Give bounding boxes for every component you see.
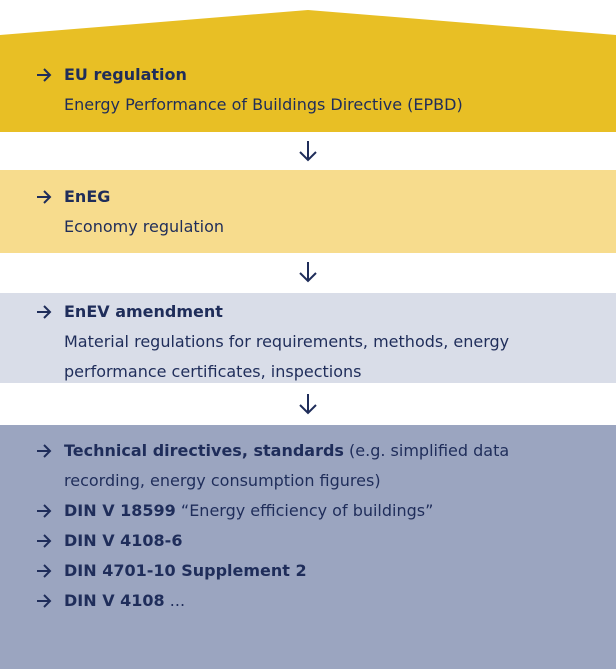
box-text: Economy regulation xyxy=(64,217,225,236)
item-rest: “Energy efficiency of buildings” xyxy=(175,501,434,520)
arrow-icon xyxy=(37,444,52,458)
arrow-icon xyxy=(37,68,52,82)
arrow-down xyxy=(299,141,317,162)
box-enev: EnEV amendment Material regulations for r… xyxy=(0,293,616,383)
box-title: EnEG xyxy=(64,187,111,206)
item-bold: Technical directives, standards xyxy=(64,441,344,460)
list-item: DIN V 4108 ... xyxy=(37,586,586,616)
title-row: EU regulation xyxy=(37,60,586,90)
item-bold: DIN V 4108 xyxy=(64,591,165,610)
list-item: DIN 4701-10 Supplement 2 xyxy=(37,556,586,586)
item-rest: (e.g. simplified data recording, energy … xyxy=(64,441,510,490)
arrow-icon xyxy=(37,504,52,518)
arrow-icon xyxy=(37,564,52,578)
item-bold: DIN 4701-10 Supplement 2 xyxy=(64,561,307,580)
box-standards: Technical directives, standards (e.g. si… xyxy=(0,425,616,669)
box-eu: EU regulation Energy Performance of Build… xyxy=(0,60,616,132)
item-bold: DIN V 18599 xyxy=(64,501,176,520)
title-row: EnEG xyxy=(37,182,586,212)
arrow-icon xyxy=(37,534,52,548)
box-eneg: EnEG Economy regulation xyxy=(0,170,616,253)
arrow-icon xyxy=(37,594,52,608)
item-bold: DIN V 4108-6 xyxy=(64,531,183,550)
arrow-down xyxy=(299,394,317,415)
box-text: Energy Performance of Buildings Directiv… xyxy=(64,95,463,114)
item-rest: ... xyxy=(164,591,186,610)
box-text: Material regulations for requirements, m… xyxy=(64,332,510,381)
arrow-icon xyxy=(37,305,52,319)
box-title: EnEV amendment xyxy=(64,302,223,321)
list-item: DIN V 4108-6 xyxy=(37,526,586,556)
list-item: DIN V 18599 “Energy efficiency of buildi… xyxy=(37,496,586,526)
box-title: EU regulation xyxy=(64,65,187,84)
arrow-down xyxy=(299,262,317,283)
arrow-icon xyxy=(37,190,52,204)
roof xyxy=(0,10,616,132)
list-item: Technical directives, standards (e.g. si… xyxy=(37,436,586,496)
title-row: EnEV amendment xyxy=(37,297,586,327)
